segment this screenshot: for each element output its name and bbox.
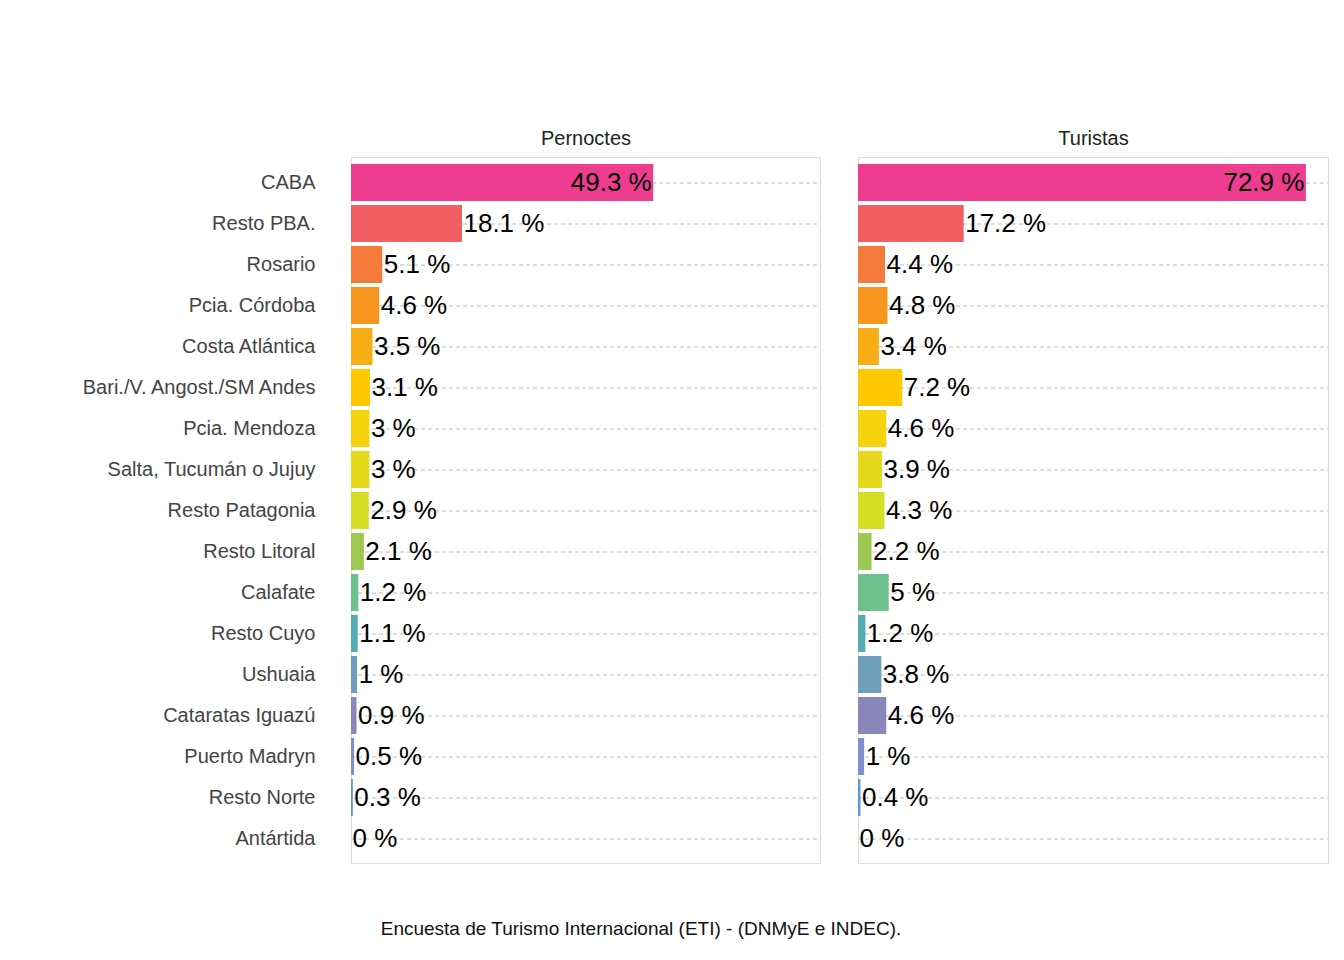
svg-text:72.9 %: 72.9 % xyxy=(1223,167,1304,197)
svg-text:5.1 %: 5.1 % xyxy=(384,249,451,279)
svg-text:4.6 %: 4.6 % xyxy=(888,700,955,730)
svg-text:2.9 %: 2.9 % xyxy=(370,495,437,525)
svg-text:2.1 %: 2.1 % xyxy=(365,536,432,566)
svg-text:3.5 %: 3.5 % xyxy=(374,331,441,361)
svg-text:Resto Litoral: Resto Litoral xyxy=(203,540,315,562)
svg-text:0.4 %: 0.4 % xyxy=(862,782,929,812)
html-text:Encuesta de Turismo Internacio: Encuesta de Turismo Internacional (ETI) … xyxy=(380,918,902,939)
svg-text:Salta, Tucumán o Jujuy: Salta, Tucumán o Jujuy xyxy=(108,458,316,480)
svg-text:Calafate: Calafate xyxy=(241,581,316,603)
svg-text:1 %: 1 % xyxy=(359,659,404,689)
svg-text:3 %: 3 % xyxy=(371,413,416,443)
svg-text:Rosario: Rosario xyxy=(247,253,316,275)
svg-text:Pernoctes: Pernoctes xyxy=(541,127,631,149)
svg-text:4.6 %: 4.6 % xyxy=(381,290,448,320)
svg-text:Ushuaia: Ushuaia xyxy=(242,663,316,685)
svg-text:1.2 %: 1.2 % xyxy=(867,618,934,648)
svg-text:Pcia. Mendoza: Pcia. Mendoza xyxy=(183,417,316,439)
svg-text:4.4 %: 4.4 % xyxy=(887,249,954,279)
svg-text:3 %: 3 % xyxy=(371,454,416,484)
svg-text:4.6 %: 4.6 % xyxy=(888,413,955,443)
svg-text:18.1 %: 18.1 % xyxy=(463,208,544,238)
svg-text:0 %: 0 % xyxy=(860,823,905,853)
svg-text:3.4 %: 3.4 % xyxy=(880,331,947,361)
svg-text:Turistas: Turistas xyxy=(1058,127,1128,149)
svg-text:Costa Atlántica: Costa Atlántica xyxy=(182,335,316,357)
svg-text:Cataratas Iguazú: Cataratas Iguazú xyxy=(163,704,315,726)
svg-text:Resto Cuyo: Resto Cuyo xyxy=(211,622,316,644)
svg-text:0.9 %: 0.9 % xyxy=(358,700,425,730)
svg-text:17.2 %: 17.2 % xyxy=(965,208,1046,238)
svg-text:49.3 %: 49.3 % xyxy=(571,167,652,197)
svg-text:7.2 %: 7.2 % xyxy=(904,372,971,402)
svg-text:Antártida: Antártida xyxy=(235,827,316,849)
svg-text:Resto PBA.: Resto PBA. xyxy=(212,212,315,234)
svg-text:CABA: CABA xyxy=(261,171,316,193)
svg-text:1 %: 1 % xyxy=(866,741,911,771)
svg-text:3.1 %: 3.1 % xyxy=(372,372,439,402)
svg-text:Bari./V. Angost./SM Andes: Bari./V. Angost./SM Andes xyxy=(83,376,316,398)
svg-text:1.1 %: 1.1 % xyxy=(359,618,426,648)
svg-text:3.9 %: 3.9 % xyxy=(883,454,950,484)
svg-text:Resto Norte: Resto Norte xyxy=(209,786,316,808)
svg-text:4.3 %: 4.3 % xyxy=(886,495,953,525)
svg-text:Pcia. Córdoba: Pcia. Córdoba xyxy=(189,294,317,316)
svg-text:4.8 %: 4.8 % xyxy=(889,290,956,320)
svg-text:5 %: 5 % xyxy=(890,577,935,607)
svg-text:3.8 %: 3.8 % xyxy=(883,659,950,689)
svg-text:Puerto Madryn: Puerto Madryn xyxy=(184,745,315,767)
svg-text:0.3 %: 0.3 % xyxy=(354,782,421,812)
svg-text:2.2 %: 2.2 % xyxy=(873,536,940,566)
svg-text:0 %: 0 % xyxy=(353,823,398,853)
svg-text:1.2 %: 1.2 % xyxy=(360,577,427,607)
svg-text:Resto Patagonia: Resto Patagonia xyxy=(168,499,317,521)
svg-text:0.5 %: 0.5 % xyxy=(356,741,423,771)
